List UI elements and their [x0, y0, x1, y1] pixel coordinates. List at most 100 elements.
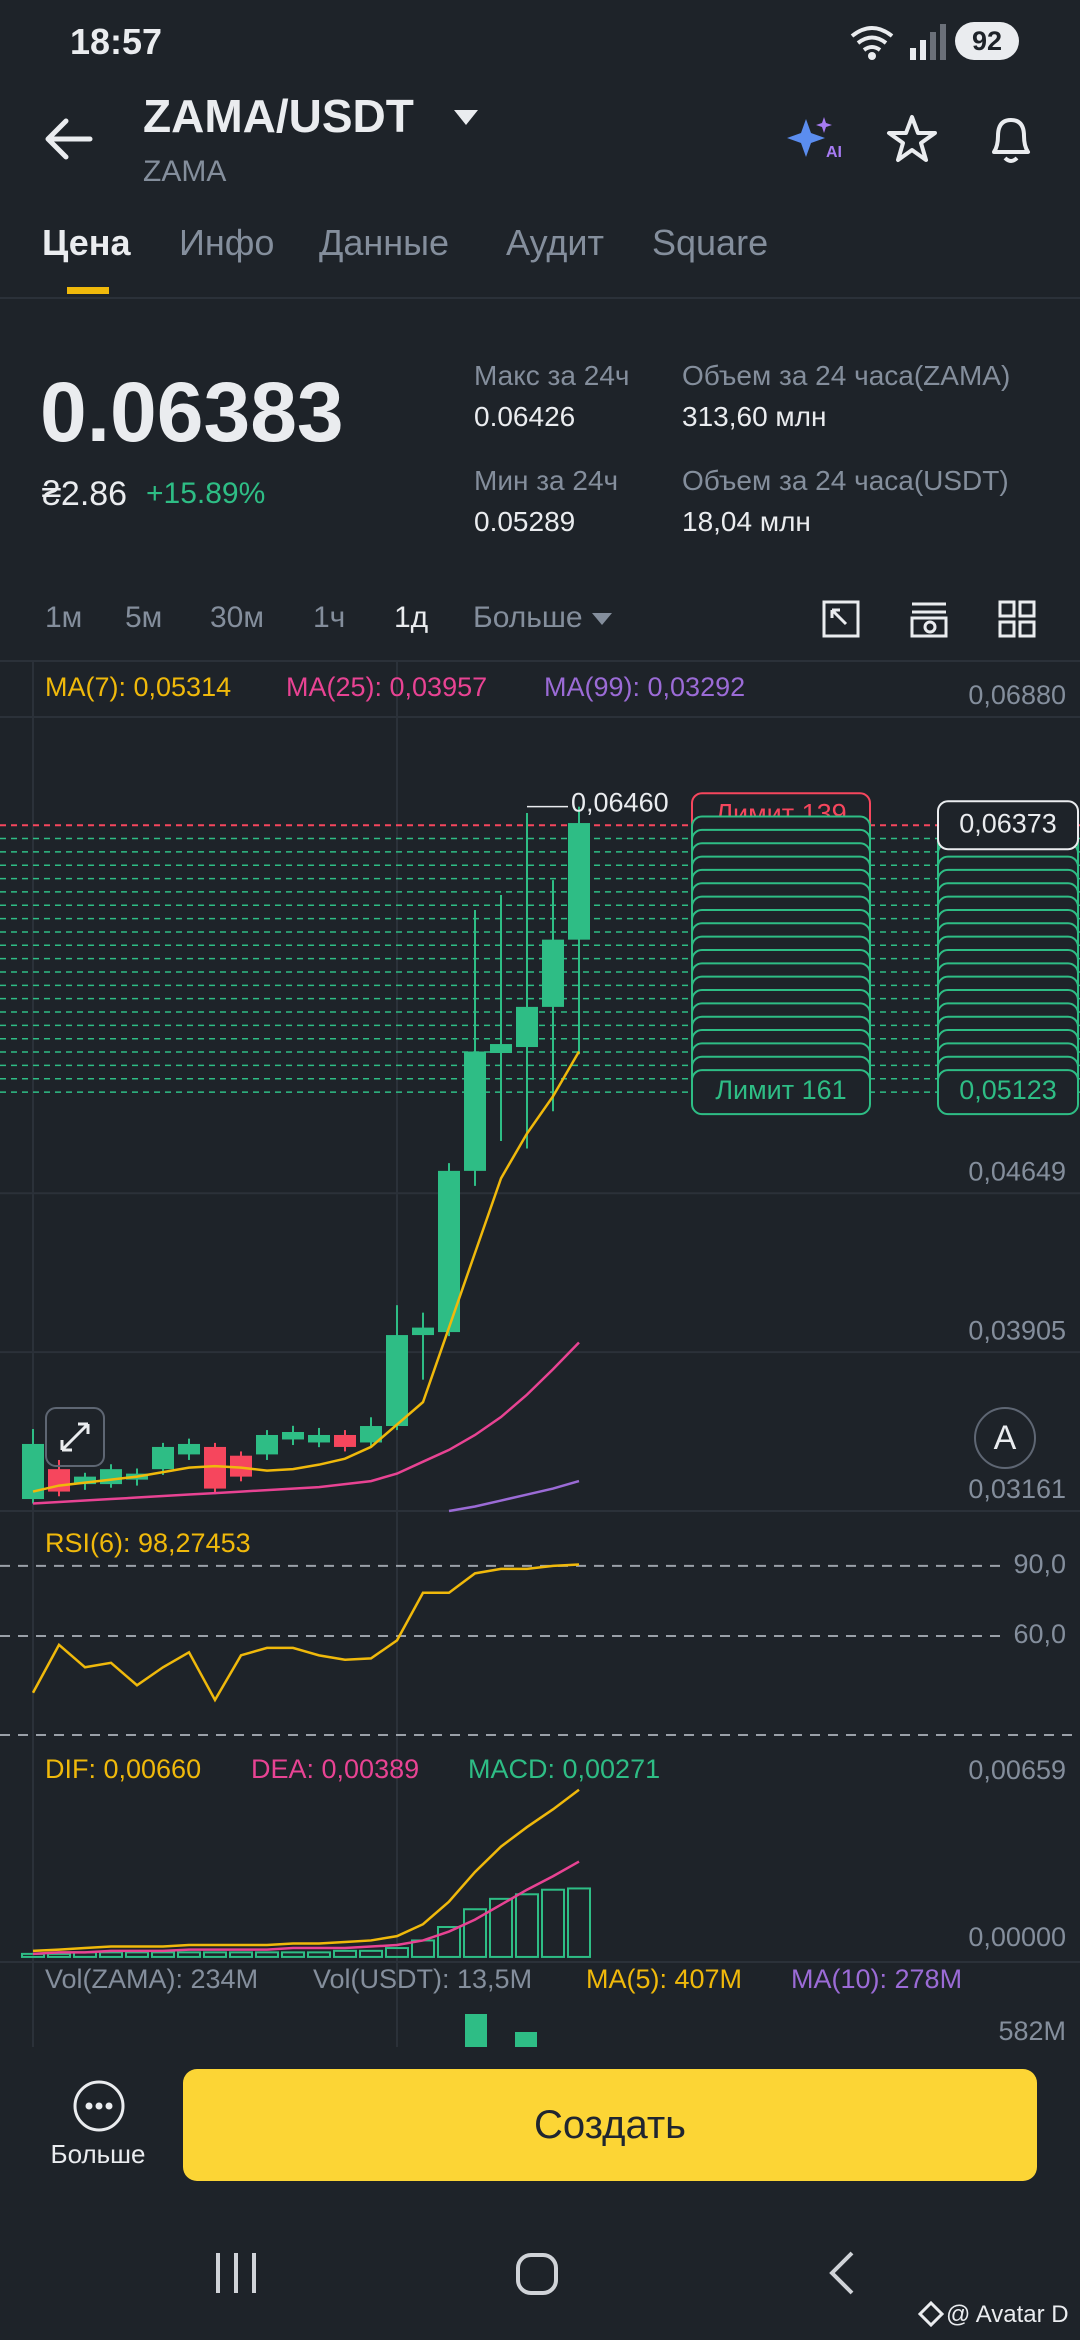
legend-entry: DEA: 0,00389 [251, 1754, 419, 1784]
nav-bar-part [216, 2253, 256, 2293]
candle-body [100, 1469, 122, 1485]
pair-caret-part [454, 110, 478, 125]
battery: 92 [955, 22, 1019, 60]
candle-body [334, 1434, 356, 1447]
y-tick-label: 0,03905 [968, 1315, 1066, 1345]
interval-caret-part [591, 613, 612, 626]
line-series [32, 1860, 580, 1956]
interval[interactable]: 1м [45, 601, 83, 634]
watermark: @ Avatar D [946, 2301, 1069, 2328]
y-tick-label: 582M [998, 2016, 1066, 2046]
macd-bar [203, 1951, 227, 1958]
interval-caret[interactable] [591, 612, 613, 626]
macd-bar [567, 1887, 591, 1958]
macd-bar [463, 1908, 487, 1958]
chart-tools-part [923, 620, 937, 634]
stat-value: 313,60 млн [682, 401, 827, 432]
order-box [691, 1069, 871, 1116]
y-tick-label: 0,06880 [968, 680, 1066, 710]
candle-body [464, 1051, 486, 1171]
more-icon-part [95, 2102, 103, 2110]
legend-entry: MA(10): 278M [791, 1964, 962, 1994]
stat-label: Мин за 24ч [474, 465, 619, 496]
macd-bar [437, 1925, 461, 1958]
alert-button-part [992, 118, 1030, 154]
tab[interactable]: Цена [42, 222, 131, 263]
tab[interactable]: Аудит [506, 222, 605, 263]
more-label[interactable]: Больше [50, 2139, 146, 2169]
favorite-button[interactable] [886, 114, 938, 164]
macd-bar [489, 1897, 513, 1958]
ai-button[interactable]: AI [786, 115, 842, 165]
price-tag-box [937, 1069, 1079, 1116]
macd-bar [125, 1951, 149, 1958]
more-icon-part [85, 2102, 93, 2110]
macd-bar [99, 1951, 123, 1958]
back-button[interactable] [40, 116, 96, 162]
candle-body [542, 939, 564, 1007]
expand-button-part [45, 1407, 105, 1467]
legend-entry: Vol(ZAMA): 234M [45, 1964, 258, 1994]
chart-tools[interactable] [820, 598, 1050, 640]
tab[interactable]: Данные [319, 222, 450, 263]
candle-body [490, 1044, 512, 1054]
price-tag-box [937, 800, 1079, 851]
volume-bar [465, 2014, 487, 2054]
y-tick-label: 0,04649 [968, 1156, 1066, 1186]
interval[interactable]: 1д [394, 601, 429, 634]
line-series [32, 1050, 581, 1493]
ai-button-part [787, 119, 825, 157]
macd-bar [333, 1949, 357, 1958]
macd-bar [255, 1951, 279, 1958]
candle-body [152, 1446, 174, 1470]
high-label: 0,06460 [571, 788, 669, 818]
nav-bar-part [516, 2253, 558, 2295]
more-icon-part [105, 2102, 113, 2110]
pair-title[interactable]: ZAMA/USDT [143, 90, 414, 142]
expand-button[interactable] [44, 1406, 106, 1468]
interval[interactable]: 1ч [313, 601, 346, 634]
tab[interactable]: Square [652, 222, 769, 263]
chart-tools-part [830, 608, 848, 626]
line-series [32, 1788, 580, 1953]
order-label: Лимит 161 [715, 1075, 846, 1105]
chart-tools-part [998, 620, 1016, 638]
interval[interactable]: 30м [210, 601, 264, 634]
auto-scale-button[interactable]: A [974, 1407, 1036, 1469]
candle-body [308, 1434, 330, 1443]
alert-button-part [1003, 156, 1019, 163]
legend-entry: DIF: 0,00660 [45, 1754, 201, 1784]
expand-button-part [60, 1422, 90, 1452]
macd-bar [151, 1951, 175, 1958]
interval[interactable]: 5м [125, 601, 163, 634]
create-button[interactable]: Создать [183, 2069, 1037, 2181]
interval[interactable]: Больше [473, 603, 613, 633]
line-series [31, 1563, 580, 1703]
tab-underline [67, 287, 109, 294]
watermark-icon [918, 2301, 944, 2327]
candle-body [256, 1434, 278, 1455]
candle-body [360, 1426, 382, 1443]
legend-entry: Vol(USDT): 13,5M [313, 1964, 532, 1994]
legend-entry: MA(25): 0,03957 [286, 672, 487, 702]
legend-entry: MA(7): 0,05314 [45, 672, 231, 702]
stat-value: 0.05289 [474, 506, 576, 537]
more-icon[interactable] [72, 2079, 126, 2133]
stat-label: Объем за 24 часа(USDT) [682, 465, 1009, 496]
last-price: 0.06383 [40, 365, 344, 459]
favorite-button-part [887, 115, 937, 162]
price-change: +15.89% [146, 477, 266, 510]
alert-button[interactable] [986, 112, 1036, 166]
tab[interactable]: Инфо [179, 222, 275, 263]
nav-bar-part [829, 2251, 854, 2295]
stat-value: 0.06426 [474, 401, 576, 432]
pair-caret[interactable] [452, 108, 480, 128]
candle-body [412, 1327, 434, 1336]
chart-tools-part [1018, 600, 1036, 618]
y-tick-label: 0,00659 [968, 1755, 1066, 1785]
y-tick-label: 0,03161 [968, 1474, 1066, 1504]
y-tick-label: 0,00000 [968, 1922, 1066, 1952]
